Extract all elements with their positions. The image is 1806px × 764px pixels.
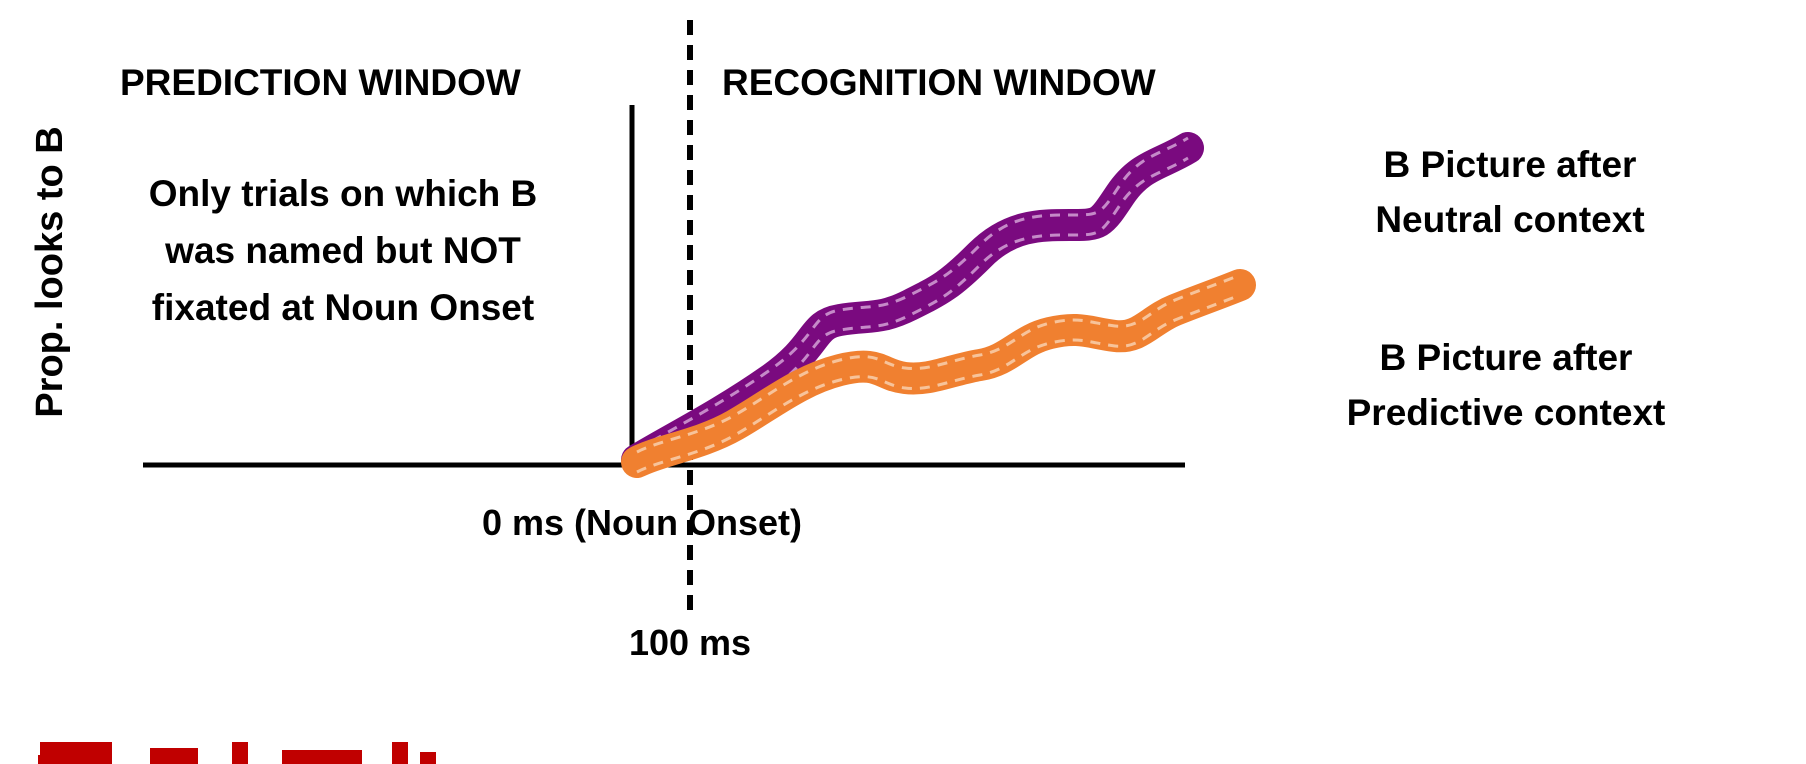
cropped-red-text-fragment [38, 742, 436, 764]
divider-100ms-label: 100 ms [629, 622, 751, 663]
prediction-window-heading: PREDICTION WINDOW [120, 62, 521, 103]
predictive-context-band [621, 269, 1256, 478]
y-axis-label: Prop. looks to B [29, 126, 71, 417]
neutral-label-line-2: Neutral context [1375, 199, 1644, 240]
neutral-context-band [621, 132, 1204, 476]
predictive-label-line-2: Predictive context [1347, 392, 1666, 433]
x-origin-label: 0 ms (Noun Onset) [482, 502, 802, 543]
note-line-3: fixated at Noun Onset [152, 287, 534, 328]
recognition-window-heading: RECOGNITION WINDOW [722, 62, 1156, 103]
predictive-label-line-1: B Picture after [1380, 337, 1633, 378]
note-line-2: was named but NOT [164, 230, 521, 271]
neutral-label-line-1: B Picture after [1384, 144, 1637, 185]
note-line-1: Only trials on which B [149, 173, 538, 214]
